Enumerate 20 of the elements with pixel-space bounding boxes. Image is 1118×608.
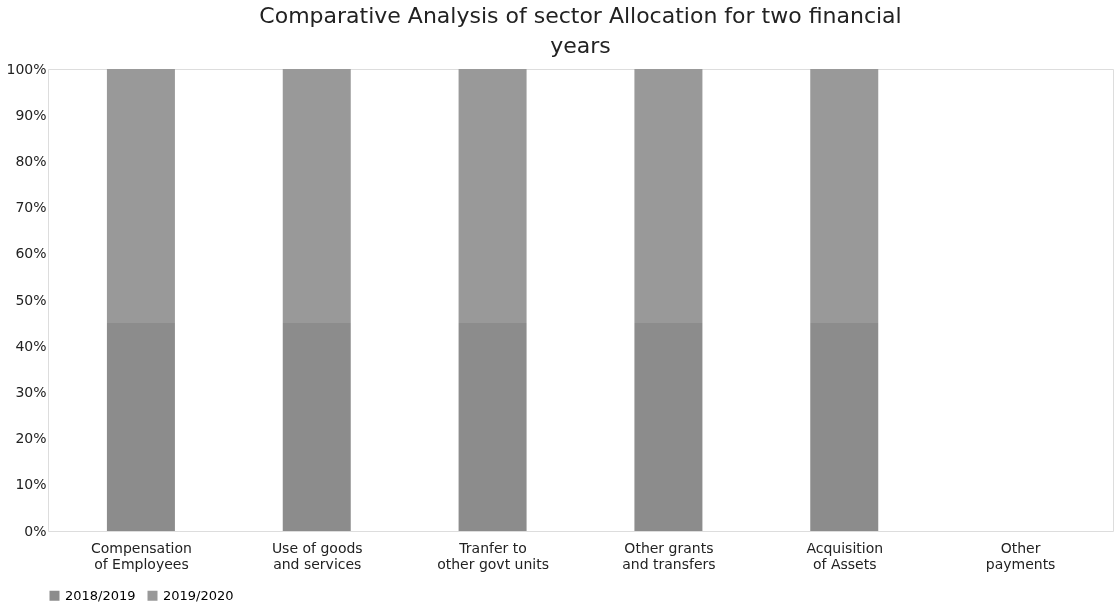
x-tick-label: Acquisition of Assets	[806, 539, 884, 572]
legend-label: 2018/2019	[65, 587, 136, 603]
x-tick-label: Use of goods and services	[271, 539, 363, 572]
y-tick-label: 100%	[6, 60, 47, 77]
y-tick-label: 50%	[15, 291, 47, 308]
chart-title: Comparative Analysis of sector Allocation for two financial years	[259, 3, 902, 58]
y-tick-label: 90%	[15, 106, 47, 123]
legend-label: 2019/2020	[163, 587, 234, 603]
x-tick-label: Compensation of Employees	[90, 539, 192, 572]
y-tick-label: 60%	[15, 245, 47, 262]
y-tick-label: 40%	[15, 337, 47, 354]
x-tick-label: Other payments	[985, 539, 1056, 572]
y-tick-label: 70%	[15, 199, 47, 216]
y-tick-label: 20%	[15, 430, 47, 447]
x-tick-label: Tranfer to other govt units	[437, 539, 550, 572]
y-tick-label: 30%	[15, 383, 47, 400]
y-tick-label: 10%	[15, 476, 47, 493]
y-tick-label: 80%	[15, 152, 47, 169]
x-tick-label: Other grants and transfers	[622, 539, 716, 572]
y-tick-label: 0%	[24, 522, 47, 539]
